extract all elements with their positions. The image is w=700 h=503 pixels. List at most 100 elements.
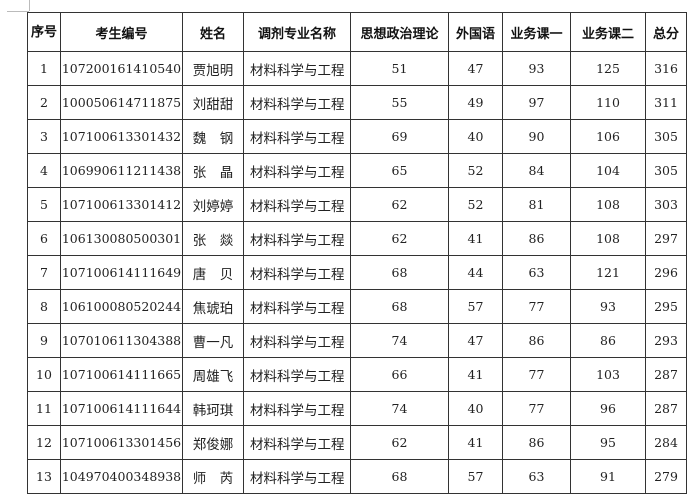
cell-seq: 7 — [27, 255, 61, 290]
table-row: 11 107100614111644 韩珂琪 材料科学与工程 74 40 77 96 287 — [27, 391, 687, 426]
cell-course-1: 86 — [502, 221, 571, 256]
cell-seq: 4 — [27, 153, 61, 188]
cell-course-2: 125 — [570, 51, 646, 86]
cell-foreign-language: 57 — [448, 459, 503, 494]
cell-course-1: 84 — [502, 153, 571, 188]
cell-course-1: 86 — [502, 323, 571, 358]
cell-politics: 68 — [350, 255, 449, 290]
cell-name: 韩珂琪 — [182, 391, 244, 426]
cell-exam-id: 107100613301456 — [60, 425, 183, 460]
cell-name: 焦琥珀 — [182, 289, 244, 324]
cell-exam-id: 107100613301432 — [60, 119, 183, 154]
cell-seq: 2 — [27, 85, 61, 120]
cell-exam-id: 107100614111665 — [60, 357, 183, 392]
cell-course-1: 77 — [502, 289, 571, 324]
cell-seq: 13 — [27, 459, 61, 494]
cell-foreign-language: 44 — [448, 255, 503, 290]
page-corner-mark — [7, 11, 29, 12]
cell-seq: 10 — [27, 357, 61, 392]
cell-total: 311 — [645, 85, 687, 120]
cell-major: 材料科学与工程 — [243, 221, 351, 256]
cell-foreign-language: 41 — [448, 357, 503, 392]
cell-politics: 55 — [350, 85, 449, 120]
cell-course-1: 63 — [502, 255, 571, 290]
table-row: 13 104970400348938 师 芮材料科学与工程 68 57 63 91 279 — [27, 459, 687, 494]
cell-exam-id: 107010611304388 — [60, 323, 183, 358]
cell-seq: 5 — [27, 187, 61, 222]
table-row: 3 107100613301432 魏 钢材料科学与工程 69 40 90 106 305 — [27, 119, 687, 154]
cell-course-1: 81 — [502, 187, 571, 222]
cell-major: 材料科学与工程 — [243, 425, 351, 460]
cell-seq: 3 — [27, 119, 61, 154]
cell-name: 师 芮 — [182, 459, 244, 494]
cell-exam-id: 100050614711875 — [60, 85, 183, 120]
cell-total: 284 — [645, 425, 687, 460]
table-row: 10 107100614111665 周雄飞 材料科学与工程 66 41 77 103 287 — [27, 357, 687, 392]
cell-course-2: 93 — [570, 289, 646, 324]
table-row: 7 107100614111649 唐 贝材料科学与工程 68 44 63 121 296 — [27, 255, 687, 290]
cell-politics: 65 — [350, 153, 449, 188]
cell-foreign-language: 47 — [448, 323, 503, 358]
cell-course-2: 103 — [570, 357, 646, 392]
table-row: 4 106990611211438 张 晶材料科学与工程 65 52 84 104 305 — [27, 153, 687, 188]
cell-total: 293 — [645, 323, 687, 358]
cell-major: 材料科学与工程 — [243, 255, 351, 290]
cell-major: 材料科学与工程 — [243, 323, 351, 358]
cell-foreign-language: 49 — [448, 85, 503, 120]
cell-exam-id: 107100613301412 — [60, 187, 183, 222]
cell-total: 305 — [645, 153, 687, 188]
cell-name: 唐 贝 — [182, 255, 244, 290]
cell-exam-id: 104970400348938 — [60, 459, 183, 494]
cell-course-2: 104 — [570, 153, 646, 188]
table-row: 12 107100613301456 郑俊娜 材料科学与工程 62 41 86 95 284 — [27, 425, 687, 460]
cell-major: 材料科学与工程 — [243, 153, 351, 188]
cell-course-1: 97 — [502, 85, 571, 120]
cell-seq: 8 — [27, 289, 61, 324]
cell-total: 287 — [645, 357, 687, 392]
cell-foreign-language: 52 — [448, 187, 503, 222]
header-course-2: 业务课二 — [570, 12, 646, 52]
cell-foreign-language: 47 — [448, 51, 503, 86]
cell-exam-id: 107100614111644 — [60, 391, 183, 426]
table-row: 2 100050614711875 刘甜甜 材料科学与工程 55 49 97 110 311 — [27, 85, 687, 120]
cell-exam-id: 107100614111649 — [60, 255, 183, 290]
cell-foreign-language: 41 — [448, 425, 503, 460]
cell-total: 279 — [645, 459, 687, 494]
cell-major: 材料科学与工程 — [243, 187, 351, 222]
cell-name: 郑俊娜 — [182, 425, 244, 460]
cell-course-2: 108 — [570, 221, 646, 256]
cell-course-2: 91 — [570, 459, 646, 494]
cell-seq: 11 — [27, 391, 61, 426]
cell-major: 材料科学与工程 — [243, 51, 351, 86]
cell-name: 刘甜甜 — [182, 85, 244, 120]
cell-course-2: 106 — [570, 119, 646, 154]
cell-politics: 69 — [350, 119, 449, 154]
cell-total: 297 — [645, 221, 687, 256]
cell-name: 刘婷婷 — [182, 187, 244, 222]
cell-foreign-language: 40 — [448, 391, 503, 426]
cell-exam-id: 107200161410540 — [60, 51, 183, 86]
cell-course-2: 86 — [570, 323, 646, 358]
cell-name: 贾旭明 — [182, 51, 244, 86]
cell-politics: 74 — [350, 391, 449, 426]
cell-seq: 6 — [27, 221, 61, 256]
cell-major: 材料科学与工程 — [243, 391, 351, 426]
cell-total: 303 — [645, 187, 687, 222]
cell-major: 材料科学与工程 — [243, 119, 351, 154]
cell-major: 材料科学与工程 — [243, 289, 351, 324]
cell-seq: 1 — [27, 51, 61, 86]
cell-total: 287 — [645, 391, 687, 426]
cell-total: 295 — [645, 289, 687, 324]
cell-politics: 66 — [350, 357, 449, 392]
header-major: 调剂专业名称 — [243, 12, 351, 52]
table-row: 8 106100080520244 焦琥珀 材料科学与工程 68 57 77 93 295 — [27, 289, 687, 324]
cell-politics: 62 — [350, 221, 449, 256]
cell-course-1: 90 — [502, 119, 571, 154]
cell-total: 296 — [645, 255, 687, 290]
header-seq: 序号 — [27, 12, 61, 52]
cell-foreign-language: 41 — [448, 221, 503, 256]
header-total: 总分 — [645, 12, 687, 52]
header-politics: 思想政治理论 — [350, 12, 449, 52]
cell-name: 曹一凡 — [182, 323, 244, 358]
cell-total: 316 — [645, 51, 687, 86]
